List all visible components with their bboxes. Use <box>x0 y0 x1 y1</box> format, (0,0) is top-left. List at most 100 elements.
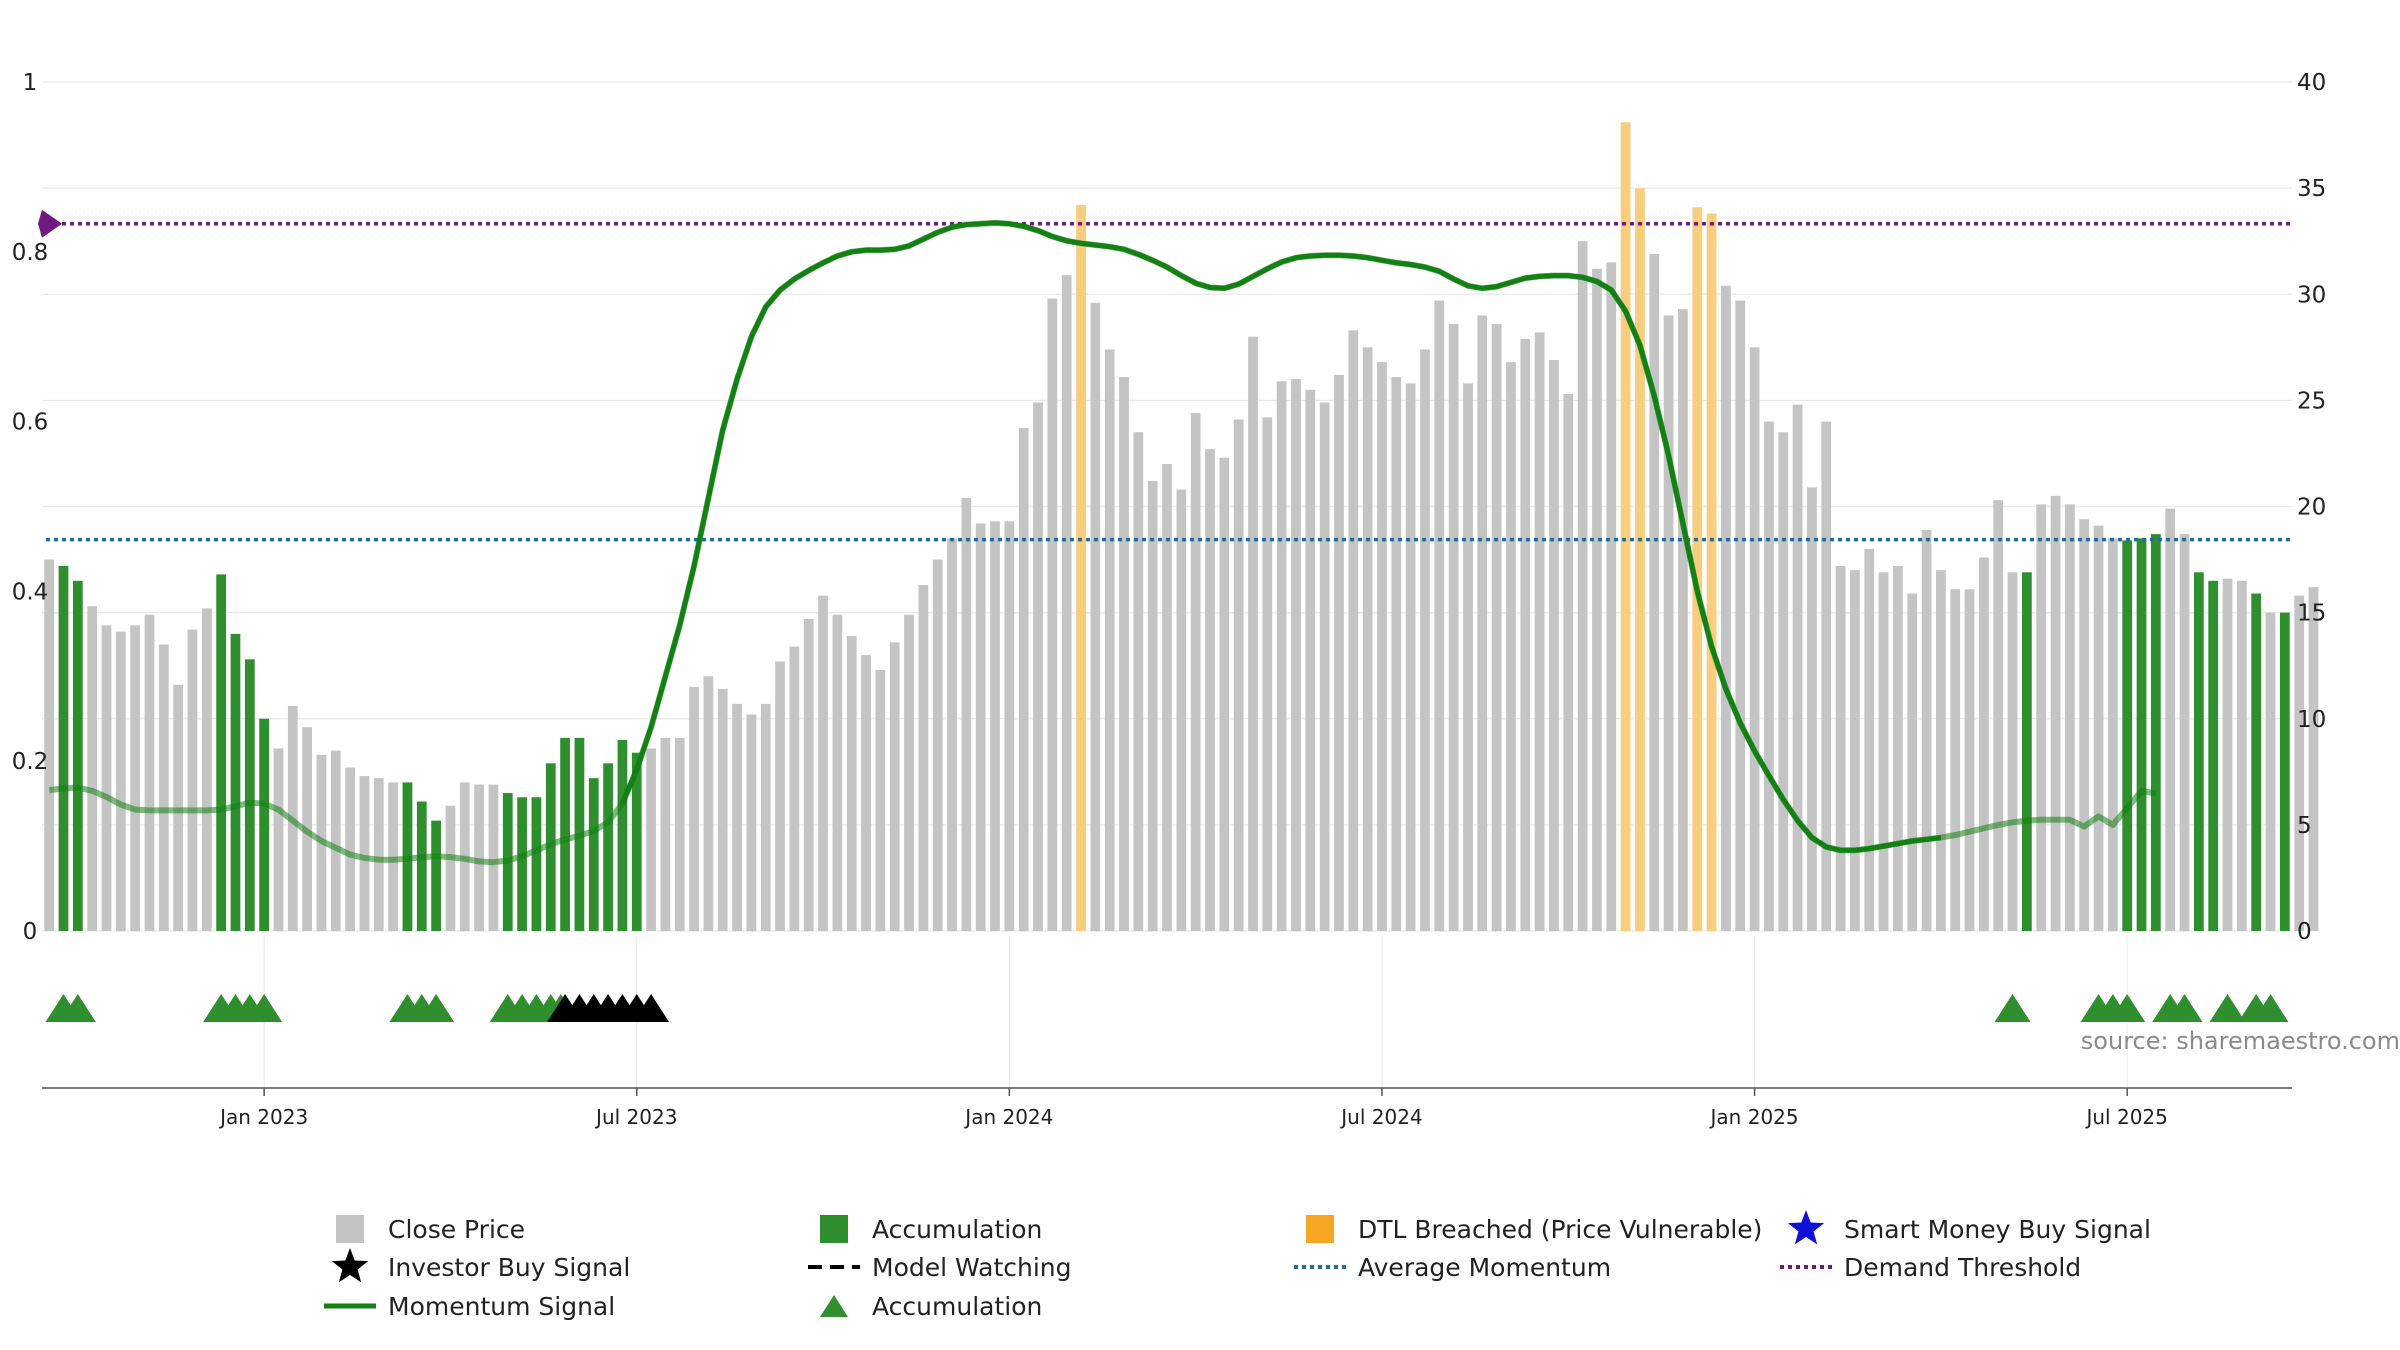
close-price-bar <box>1448 323 1459 932</box>
accumulation-marker <box>1994 993 2031 1023</box>
close-price-bar <box>144 614 155 931</box>
accumulation-bar <box>244 659 255 931</box>
accumulation-bar <box>2022 572 2032 931</box>
close-price-bar <box>918 585 929 931</box>
close-price-bar <box>1377 362 1387 931</box>
close-price-bar <box>1549 360 1559 931</box>
legend-label: Model Watching <box>872 1252 1072 1282</box>
close-price-bar <box>646 748 656 931</box>
accumulation-bar <box>517 797 527 931</box>
close-price-bar <box>1477 315 1488 932</box>
close-price-bar <box>961 498 972 931</box>
close-price-bar <box>1778 432 1789 931</box>
close-price-bar <box>1463 383 1473 931</box>
investor-buy-marker <box>633 993 670 1023</box>
close-price-bar <box>1190 413 1201 931</box>
legend: Close Price Accumulation DTL Breached (Pri… <box>320 1210 2151 1330</box>
close-price-bar <box>990 521 1000 931</box>
right-axis-tick: 15 <box>2297 601 2326 627</box>
accumulation-bar <box>2208 580 2219 931</box>
left-axis-tick: 0.2 <box>12 749 49 775</box>
close-price-bar <box>1864 548 1875 931</box>
close-price-bar <box>187 629 198 931</box>
close-price-bar <box>1262 417 1273 932</box>
close-price-bar <box>1133 432 1144 931</box>
close-price-bar <box>201 608 212 931</box>
legend-label: Smart Money Buy Signal <box>1844 1214 2151 1244</box>
close-price-bar <box>674 737 685 931</box>
close-price-bar <box>1678 309 1688 931</box>
legend-label: Accumulation <box>872 1214 1043 1244</box>
close-price-bar <box>1921 529 1932 931</box>
signal-markers <box>45 993 2289 1023</box>
close-price-bar <box>1291 379 1301 931</box>
signal-lines <box>38 209 2292 866</box>
close-price-bar <box>1649 253 1660 932</box>
close-price-bar <box>975 523 986 931</box>
close-price-bar <box>2036 504 2047 931</box>
close-price-bar <box>2236 580 2247 931</box>
close-price-bar <box>803 618 814 931</box>
legend-label: Close Price <box>388 1214 526 1244</box>
legend-symbol-threshold <box>1776 1248 1836 1286</box>
legend-item-accum_bar: Accumulation <box>804 1210 1042 1248</box>
close-price-bar <box>1491 323 1502 932</box>
accumulation-bar <box>2279 612 2290 931</box>
close-price-bar <box>1162 464 1172 931</box>
close-price-bar <box>273 748 284 931</box>
close-price-bar <box>1362 347 1373 931</box>
dtl-breached-bar <box>1692 207 1703 932</box>
close-price-bar <box>1033 402 1043 931</box>
close-price-bar <box>2107 538 2118 931</box>
close-price-bar <box>44 559 55 931</box>
close-price-bar <box>1893 565 1903 931</box>
accumulation-bar <box>531 797 542 931</box>
close-price-bar <box>115 631 126 931</box>
close-price-bar <box>1176 489 1187 931</box>
legend-label: DTL Breached (Price Vulnerable) <box>1358 1214 1763 1244</box>
close-price-bar <box>1348 330 1359 931</box>
close-price-bar <box>1248 336 1258 931</box>
close-price-bar <box>2093 525 2104 931</box>
close-price-bar <box>1090 302 1101 931</box>
close-price-bar <box>1563 394 1574 931</box>
close-price-bar <box>1764 421 1774 931</box>
accumulation-marker <box>59 993 96 1023</box>
close-price-bar <box>2222 578 2233 931</box>
close-price-bar <box>1420 349 1430 931</box>
close-price-bar <box>1792 404 1803 931</box>
close-price-bar <box>1391 377 1402 932</box>
accumulation-marker <box>2252 993 2289 1023</box>
close-price-bar <box>2308 587 2319 931</box>
dtl-breached-bar <box>1706 213 1717 932</box>
close-price-bar <box>158 644 169 931</box>
close-price-bar <box>2007 572 2018 931</box>
accumulation-bar <box>631 752 642 931</box>
legend-item-threshold: Demand Threshold <box>1776 1248 2081 1286</box>
close-price-bar <box>1276 381 1287 932</box>
close-price-bar <box>445 805 456 931</box>
left-axis-tick: 0 <box>23 919 38 945</box>
accumulation-bar <box>2150 534 2161 931</box>
accumulation-marker <box>2109 993 2146 1023</box>
close-price-bar <box>1434 300 1445 931</box>
left-axis-tick: 0.4 <box>12 579 49 605</box>
close-price-bar <box>832 614 843 931</box>
close-price-bar <box>703 676 714 931</box>
close-price-bar <box>359 776 370 931</box>
legend-label: Demand Threshold <box>1844 1252 2082 1282</box>
left-axis-tick: 0.6 <box>12 410 49 436</box>
close-price-bar <box>861 655 871 931</box>
dtl-breached-bar <box>1620 122 1631 931</box>
accumulation-marker <box>418 993 455 1023</box>
legend-item-investor: Investor Buy Signal <box>320 1248 630 1286</box>
close-price-bar <box>1205 449 1215 931</box>
close-price-bar <box>846 635 857 931</box>
momentum-signal-line <box>620 220 1942 853</box>
close-price-bar <box>330 750 341 931</box>
accumulation-marker <box>2166 993 2203 1023</box>
close-price-bar <box>474 784 484 931</box>
close-price-bar <box>1936 570 1946 931</box>
